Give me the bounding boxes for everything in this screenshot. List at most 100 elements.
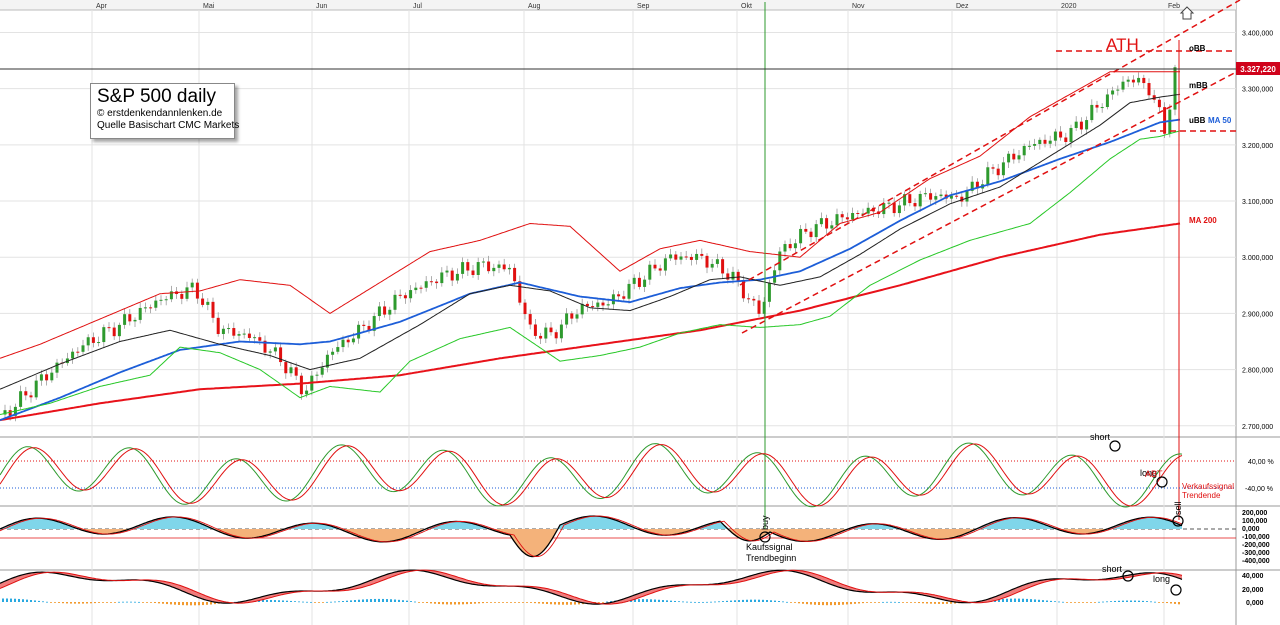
candle-body (336, 347, 340, 352)
momentum-bar (910, 602, 912, 603)
candle-body (788, 244, 792, 249)
trend-channel (739, 0, 1241, 334)
mom-short-annotation: short (1102, 564, 1123, 574)
mom-label-20: 20,000 (1242, 587, 1264, 594)
momentum-bar (754, 599, 756, 602)
momentum-bar (638, 599, 640, 602)
candle-body (809, 231, 813, 238)
candle-body (960, 196, 964, 202)
series-line-ma50 (0, 118, 1181, 421)
candle-body (1116, 89, 1120, 91)
candle-body (627, 283, 631, 299)
candle-body (970, 181, 974, 191)
candle-body (435, 281, 439, 284)
momentum-bar (186, 602, 188, 606)
home-icon[interactable] (1179, 6, 1195, 20)
candle-body (123, 314, 127, 325)
buy-signal-label: Kaufssignal (746, 542, 793, 552)
month-label: Mai (203, 3, 215, 10)
candle-body (76, 351, 80, 353)
momentum-bar (462, 602, 464, 605)
candle-body (939, 194, 943, 197)
momentum-bar (1070, 602, 1072, 603)
candle-body (747, 298, 751, 300)
candle-body (372, 316, 376, 331)
momentum-bar (358, 599, 360, 602)
momentum-bar (1066, 602, 1068, 603)
candle-body (544, 327, 548, 339)
candle-body (559, 324, 563, 339)
candle-body (440, 272, 444, 284)
momentum-bar (210, 602, 212, 605)
momentum-bar (898, 601, 900, 603)
candle-body (221, 328, 225, 335)
momentum-bar (646, 599, 648, 602)
momentum-bar (190, 602, 192, 606)
momentum-bar (730, 600, 732, 602)
macd-axis-label: 0,000 (1242, 526, 1260, 533)
momentum-bar (466, 602, 468, 605)
momentum-bar (542, 602, 544, 604)
momentum-bar (1082, 602, 1084, 603)
momentum-bar (1038, 599, 1040, 602)
momentum-bar (770, 600, 772, 602)
sell-signal-label: Verkaufssignal (1182, 482, 1234, 491)
candle-body (107, 327, 111, 329)
momentum-bar (826, 602, 828, 606)
momentum-bar (302, 601, 304, 603)
momentum-bar (50, 602, 52, 603)
momentum-bar (86, 602, 88, 604)
momentum-bar (890, 601, 892, 603)
momentum-bar (1110, 601, 1112, 602)
candle-body (991, 167, 995, 169)
momentum-bar (146, 602, 148, 603)
momentum-bar (10, 598, 12, 602)
momentum-bar (26, 599, 28, 602)
momentum-bar (786, 601, 788, 603)
candle-body (1033, 144, 1037, 146)
candle-body (455, 273, 459, 281)
candle-body (102, 327, 106, 343)
momentum-bar (530, 602, 532, 603)
month-label: Sep (637, 3, 650, 10)
momentum-bar (362, 599, 364, 602)
momentum-bar (22, 599, 24, 602)
candle-body (112, 327, 116, 337)
candle-body (117, 324, 121, 337)
candle-body (1137, 77, 1141, 83)
momentum-bar (410, 601, 412, 602)
candle-body (388, 309, 392, 315)
momentum-bar (858, 602, 860, 604)
candle-body (1090, 104, 1094, 121)
candle-body (799, 228, 803, 244)
candle-body (279, 347, 283, 363)
candle-body (154, 300, 158, 308)
candle-body (845, 217, 849, 220)
candle-body (247, 333, 251, 338)
candle-body (767, 282, 771, 302)
candle-body (362, 324, 366, 326)
momentum-bar (1158, 602, 1160, 603)
momentum-bar (490, 602, 492, 603)
momentum-bar (354, 600, 356, 602)
momentum-bar (314, 602, 316, 603)
momentum-bar (650, 599, 652, 602)
indicator-lines (0, 71, 1181, 422)
ma200-label: MA 200 (1189, 216, 1217, 225)
momentum-bar (290, 600, 292, 602)
candle-body (793, 243, 797, 249)
momentum-bar (1146, 601, 1148, 602)
momentum-bar (658, 599, 660, 602)
candle-body (461, 262, 465, 274)
momentum-bar (454, 602, 456, 605)
momentum-bar (690, 601, 692, 603)
momentum-bar (562, 602, 564, 605)
candle-body (830, 225, 834, 229)
momentum-bar (170, 602, 172, 605)
momentum-bar (798, 602, 800, 604)
momentum-bar (342, 601, 344, 602)
candle-body (97, 342, 101, 344)
momentum-bar (442, 602, 444, 605)
candle-body (450, 270, 454, 281)
month-label: Okt (741, 3, 752, 10)
